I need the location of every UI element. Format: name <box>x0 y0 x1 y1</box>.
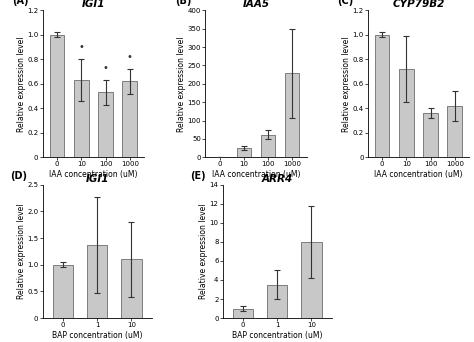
Text: (A): (A) <box>12 0 29 5</box>
X-axis label: BAP concentration (uM): BAP concentration (uM) <box>232 331 322 340</box>
Y-axis label: Relative expression level: Relative expression level <box>177 36 186 132</box>
Bar <box>447 106 462 157</box>
Text: (E): (E) <box>190 171 206 181</box>
Title: CYP79B2: CYP79B2 <box>392 0 445 10</box>
Bar <box>261 134 275 157</box>
Bar <box>74 80 89 157</box>
X-axis label: IAA concentration (uM): IAA concentration (uM) <box>49 170 137 179</box>
Bar <box>50 35 64 157</box>
Bar <box>121 259 142 318</box>
Bar <box>237 148 251 157</box>
Text: •: • <box>102 63 109 73</box>
Y-axis label: Relative expression level: Relative expression level <box>17 203 26 299</box>
Bar <box>233 308 254 318</box>
Bar <box>53 265 73 318</box>
Title: IGI1: IGI1 <box>85 174 109 184</box>
Bar <box>375 35 390 157</box>
Text: •: • <box>127 52 133 62</box>
Bar <box>98 92 113 157</box>
Y-axis label: Relative expression level: Relative expression level <box>342 36 351 132</box>
Bar <box>285 74 300 157</box>
Text: (D): (D) <box>10 171 27 181</box>
Title: IGI1: IGI1 <box>82 0 105 10</box>
Y-axis label: Relative expression level: Relative expression level <box>17 36 26 132</box>
Text: (B): (B) <box>175 0 191 5</box>
Bar <box>122 81 137 157</box>
Bar <box>301 242 321 318</box>
X-axis label: IAA concentration (uM): IAA concentration (uM) <box>212 170 300 179</box>
Text: •: • <box>78 42 84 52</box>
X-axis label: IAA concentration (uM): IAA concentration (uM) <box>374 170 463 179</box>
Bar <box>423 113 438 157</box>
Y-axis label: Relative expression level: Relative expression level <box>199 203 208 299</box>
Text: (C): (C) <box>337 0 354 5</box>
Bar <box>87 245 108 318</box>
Title: ARR4: ARR4 <box>262 174 293 184</box>
Bar <box>399 69 414 157</box>
X-axis label: BAP concentration (uM): BAP concentration (uM) <box>52 331 143 340</box>
Bar <box>267 285 287 318</box>
Title: IAA5: IAA5 <box>242 0 270 10</box>
